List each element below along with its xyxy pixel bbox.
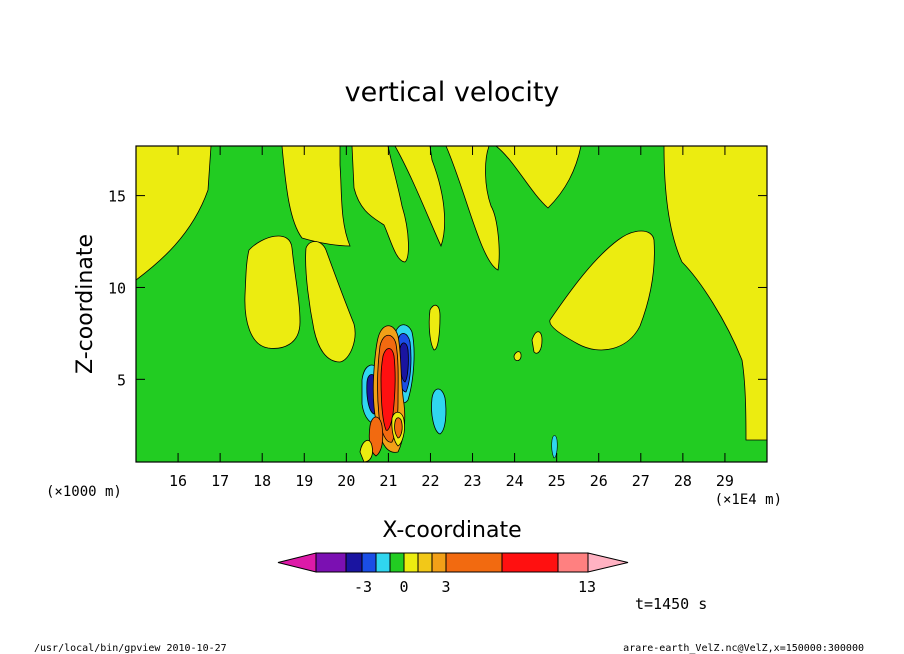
x-tick-label: 17 xyxy=(211,472,229,490)
colorbar xyxy=(277,552,629,573)
colorbar-label-4: 13 xyxy=(578,578,596,596)
colorbar-segment xyxy=(361,552,377,573)
colorbar-segment xyxy=(403,552,419,573)
x-tick-label: 21 xyxy=(379,472,397,490)
chart-title: vertical velocity xyxy=(345,77,560,108)
x-tick-label: 18 xyxy=(253,472,271,490)
footer-right: arare-earth_VelZ.nc@VelZ,x=150000:300000 xyxy=(623,643,864,654)
contour-field xyxy=(136,146,767,462)
colorbar-segment xyxy=(375,552,391,573)
colorbar-segment xyxy=(389,552,405,573)
x-axis-label: X-coordinate xyxy=(382,518,521,543)
plot-frame xyxy=(135,145,768,463)
plot-area: 16 17 18 19 20 21 22 23 24 25 26 27 28 29 5 10 15 xyxy=(108,145,768,490)
footer-left: /usr/local/bin/gpview 2010-10-27 xyxy=(34,643,227,654)
x-tick-label: 28 xyxy=(674,472,692,490)
x-tick-label: 23 xyxy=(464,472,482,490)
x-tick-label: 26 xyxy=(590,472,608,490)
time-label: t=1450 s xyxy=(635,595,707,613)
colorbar-segment xyxy=(557,552,589,573)
field-weak-positive-lobe-1 xyxy=(244,235,301,349)
field-positive-cell-core xyxy=(380,348,396,431)
x-tick-label: 24 xyxy=(506,472,524,490)
field-weak-positive-lobe-3 xyxy=(549,230,655,351)
colorbar-segment xyxy=(445,552,503,573)
colorbar-segment xyxy=(587,552,629,573)
colorbar-segment xyxy=(345,552,363,573)
field-positive-cell-base xyxy=(359,439,373,462)
field-weak-positive-lobe-6 xyxy=(428,304,441,351)
colorbar-segment xyxy=(501,552,559,573)
x-tick-label: 16 xyxy=(169,472,187,490)
x-units-left: (×1000 m) xyxy=(46,484,122,500)
colorbar-segment xyxy=(431,552,447,573)
x-axis-ticks: 16 17 18 19 20 21 22 23 24 25 26 27 28 29 xyxy=(169,146,734,490)
colorbar-label-2: 0 xyxy=(399,578,408,596)
y-tick-label: 15 xyxy=(108,188,126,206)
x-tick-label: 25 xyxy=(548,472,566,490)
field-weak-positive-lobe-5 xyxy=(513,351,522,362)
field-near-zero-region xyxy=(136,146,767,462)
x-tick-label: 20 xyxy=(337,472,355,490)
colorbar-segment xyxy=(315,552,347,573)
x-tick-label: 29 xyxy=(716,472,734,490)
x-tick-label: 27 xyxy=(632,472,650,490)
y-tick-label: 5 xyxy=(117,371,126,389)
y-tick-label: 10 xyxy=(108,279,126,297)
field-small-feature xyxy=(551,435,558,459)
colorbar-segment xyxy=(277,552,317,573)
y-axis-label: Z-coordinate xyxy=(73,234,98,374)
colorbar-label-1: -3 xyxy=(354,578,372,596)
x-tick-label: 22 xyxy=(421,472,439,490)
field-positive-cell-lower-right-core xyxy=(394,417,403,439)
field-weak-positive-lobe-2 xyxy=(305,241,356,363)
x-tick-label: 19 xyxy=(295,472,313,490)
colorbar-segment xyxy=(417,552,433,573)
field-weak-positive-lobe-4 xyxy=(531,331,543,354)
colorbar-label-3: 3 xyxy=(441,578,450,596)
field-weak-negative-cell-1 xyxy=(431,388,447,435)
x-units-right: (×1E4 m) xyxy=(715,492,782,508)
y-axis-ticks: 5 10 15 xyxy=(108,188,767,389)
